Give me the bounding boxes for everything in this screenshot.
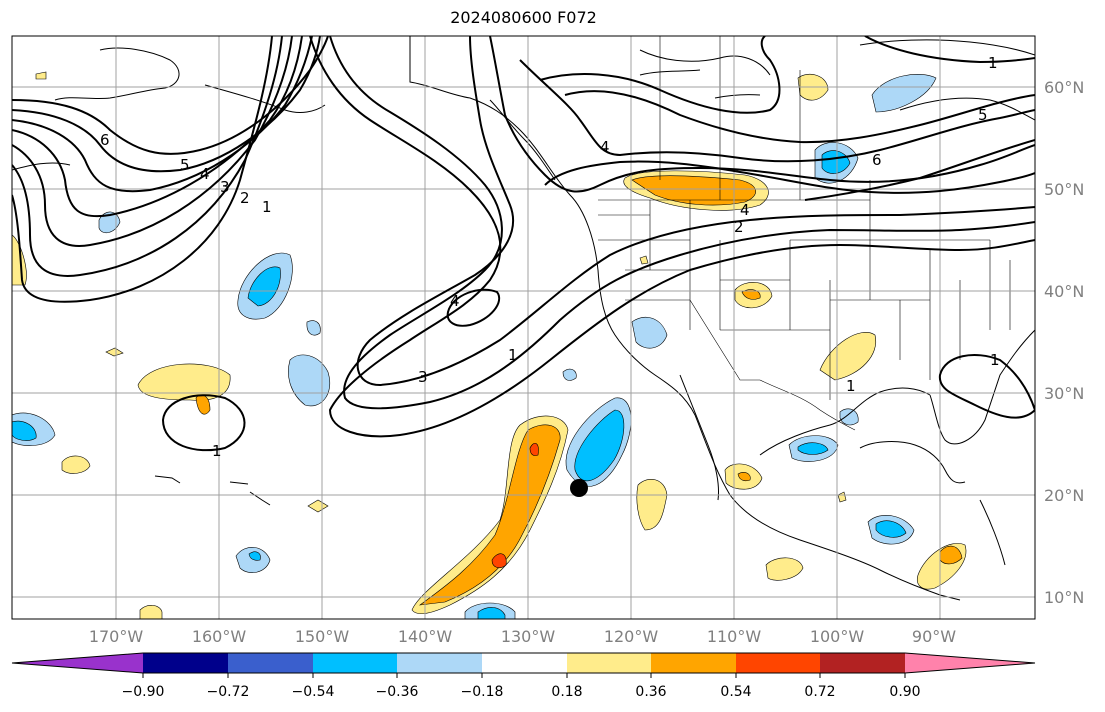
colorbar-tick-label: 0.36 <box>635 684 666 700</box>
lat-label: 30°N <box>1044 384 1084 403</box>
colorbar-tick-label: −0.54 <box>292 684 335 700</box>
colorbar-segment <box>313 653 397 673</box>
contour-label: 1 <box>846 377 856 395</box>
lat-label: 40°N <box>1044 282 1084 301</box>
colorbar-tick-label: −0.18 <box>461 684 504 700</box>
colorbar-segment <box>736 653 820 673</box>
contour-label: 1 <box>990 351 1000 369</box>
contour-label: 6 <box>100 131 110 149</box>
colorbar-extend-high <box>905 653 1035 673</box>
contour-label: 1 <box>212 442 222 460</box>
coastlines <box>12 36 1035 601</box>
political-borders <box>598 36 1011 431</box>
lon-label: 90°W <box>912 627 956 646</box>
contour-label: 6 <box>872 151 882 169</box>
lon-label: 130°W <box>501 627 556 646</box>
lon-label: 100°W <box>810 627 865 646</box>
colorbar-tick-label: 0.72 <box>804 684 835 700</box>
lat-label: 50°N <box>1044 180 1084 199</box>
longitude-labels: 170°W 160°W 150°W 140°W 130°W 120°W 110°… <box>89 627 956 646</box>
colorbar-tick-label: 0.18 <box>551 684 582 700</box>
contour-label: 5 <box>180 156 190 174</box>
location-marker-dot <box>570 479 588 497</box>
colorbar-segment <box>397 653 482 673</box>
lon-label: 110°W <box>707 627 762 646</box>
lon-label: 160°W <box>192 627 247 646</box>
contour-label: 3 <box>418 368 428 386</box>
latitude-labels: 60°N 50°N 40°N 30°N 20°N 10°N <box>1044 78 1084 607</box>
colorbar-tick-label: −0.36 <box>376 684 419 700</box>
colorbar-extend-low <box>12 653 143 673</box>
colorbar-tick-label: 0.54 <box>720 684 751 700</box>
contour-label: 1 <box>988 54 998 72</box>
lon-label: 140°W <box>398 627 453 646</box>
colorbar-tick-label: 0.90 <box>889 684 920 700</box>
colorbar: −0.90 −0.72 −0.54 −0.36 −0.18 0.18 0.36 … <box>11 652 1036 700</box>
lat-label: 20°N <box>1044 486 1084 505</box>
lat-label: 10°N <box>1044 588 1084 607</box>
map-title: 2024080600 F072 <box>450 8 597 27</box>
colorbar-segment <box>651 653 736 673</box>
colorbar-tick-label: −0.72 <box>207 684 250 700</box>
positive-anomaly-shading <box>12 71 967 619</box>
contour-label: 5 <box>978 106 988 124</box>
colorbar-segment <box>143 653 228 673</box>
colorbar-segment <box>567 653 651 673</box>
contour-label: 4 <box>740 201 750 219</box>
map-frame <box>11 35 1036 620</box>
contour-label: 1 <box>508 346 518 364</box>
colorbar-segment <box>482 653 567 673</box>
contour-label: 2 <box>734 218 744 236</box>
contour-label: 4 <box>450 292 460 310</box>
colorbar-segment <box>228 653 313 673</box>
lon-label: 120°W <box>604 627 659 646</box>
colorbar-tick-label: −0.90 <box>122 684 165 700</box>
colorbar-segment <box>820 653 905 673</box>
contour-label: 4 <box>600 138 610 156</box>
contour-label: 1 <box>262 198 272 216</box>
contour-label: 3 <box>220 178 230 196</box>
lon-label: 150°W <box>295 627 350 646</box>
height-contours <box>12 36 1035 452</box>
lon-label: 170°W <box>89 627 144 646</box>
contour-label: 2 <box>240 189 250 207</box>
contour-label: 4 <box>200 165 210 183</box>
contour-labels: 1 2 3 4 5 6 1 2 4 4 5 6 1 3 4 1 1 1 <box>100 54 1000 460</box>
lat-label: 60°N <box>1044 78 1084 97</box>
